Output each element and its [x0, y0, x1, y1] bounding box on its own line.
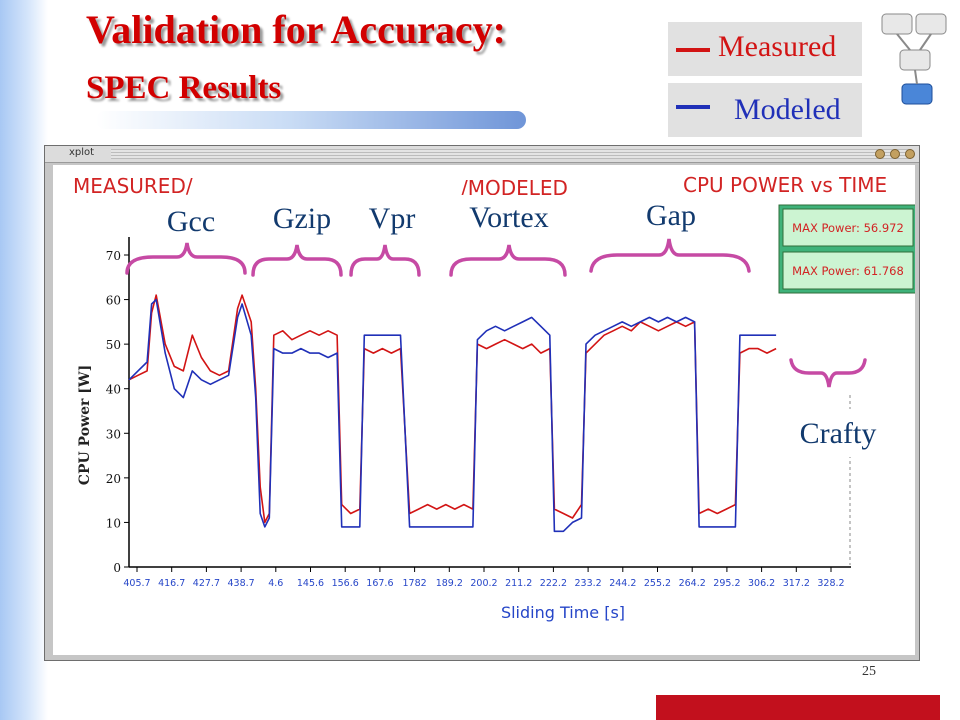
max-power-modeled-box [782, 251, 914, 290]
y-tick-label: 70 [106, 249, 121, 263]
gap-label-box [627, 193, 715, 239]
xplot-window: xplot MEASURED/ /MODELED CPU POWER vs TI… [44, 145, 920, 661]
x-tick-label: 427.7 [193, 578, 220, 589]
modeled-line-swatch [676, 105, 710, 109]
x-tick-label: 438.7 [227, 578, 254, 589]
vpr-label-box [359, 195, 425, 239]
y-tick-label: 20 [106, 472, 121, 486]
gzip-label-box [259, 195, 345, 239]
benchmark-label-vortex: Vortex [469, 201, 548, 234]
measured-line-swatch [676, 48, 710, 52]
x-tick-label: 295.2 [713, 578, 740, 589]
slide-subtitle: SPEC Results [86, 70, 282, 106]
y-tick-label: 30 [106, 427, 121, 441]
maximize-icon[interactable] [890, 149, 900, 159]
legend-modeled: Modeled [668, 83, 862, 137]
x-tick-label: 416.7 [158, 578, 185, 589]
x-tick-label: 405.7 [123, 578, 150, 589]
x-tick-label: 306.2 [748, 578, 775, 589]
legend-measured-label: Measured [718, 30, 837, 63]
close-icon[interactable] [905, 149, 915, 159]
benchmark-label-crafty: Crafty [800, 417, 877, 450]
x-tick-label: 222.2 [540, 578, 567, 589]
y-axis-label: CPU Power [W] [77, 365, 93, 485]
title-underline-bar [96, 111, 526, 129]
flowchart-boxes-icon [881, 13, 947, 105]
x-tick-label: 255.2 [644, 578, 671, 589]
x-tick-label: 244.2 [609, 578, 636, 589]
brace-gzip [251, 244, 343, 277]
y-tick-label: 10 [106, 516, 121, 530]
benchmark-label-gzip: Gzip [273, 202, 331, 235]
series-line-modeled [128, 298, 777, 533]
legend-measured: Measured [668, 22, 862, 76]
brace-vortex [449, 244, 567, 277]
x-tick-label: 328.2 [817, 578, 844, 589]
brace-gap [589, 238, 751, 273]
x-tick-label: 317.2 [783, 578, 810, 589]
benchmark-label-vpr: Vpr [369, 202, 416, 235]
x-axis-label: Sliding Time [s] [501, 603, 625, 622]
brace-vpr [349, 244, 421, 277]
benchmark-braces [125, 238, 867, 388]
y-tick-label: 50 [106, 338, 121, 352]
x-tick-label: 1782 [403, 578, 427, 589]
page-number: 25 [862, 664, 876, 679]
x-tick-label: 264.2 [679, 578, 706, 589]
brace-crafty [789, 358, 867, 388]
power-chart: MEASURED/ /MODELED CPU POWER vs TIME 010… [73, 173, 918, 622]
y-tick-label: 60 [106, 294, 121, 308]
plot-area: MEASURED/ /MODELED CPU POWER vs TIME 0 10… [53, 165, 918, 655]
x-tick-label: 189.2 [436, 578, 463, 589]
x-tick-label: 167.6 [366, 578, 393, 589]
y-tick-label: 0 [113, 561, 121, 575]
x-tick-label: 145.6 [297, 578, 324, 589]
brace-gcc [125, 242, 247, 275]
x-tick-label: 200.2 [470, 578, 497, 589]
max-power-measured-box [782, 208, 914, 247]
window-title: xplot [69, 147, 95, 158]
gcc-label-box [152, 198, 230, 241]
x-tick-label: 4.6 [268, 578, 283, 589]
footer-red-block [656, 695, 940, 720]
window-titlebar: xplot [45, 146, 919, 163]
x-tick-label: 156.6 [332, 578, 359, 589]
titlebar-grip [111, 149, 911, 159]
minimize-icon[interactable] [875, 149, 885, 159]
series-line-measured [128, 294, 777, 524]
crafty-label-box [789, 409, 887, 457]
vortex-label-box [457, 195, 561, 239]
header-measured: MEASURED/ [73, 174, 193, 198]
y-tick-label: 40 [106, 383, 121, 397]
header-cpu-power: CPU POWER vs TIME [683, 173, 887, 197]
x-tick-label: 211.2 [505, 578, 532, 589]
left-gradient-band [0, 0, 48, 720]
max-power-measured: MAX Power: 56.972 [792, 221, 904, 235]
benchmark-label-gap: Gap [646, 199, 696, 232]
benchmark-label-gcc: Gcc [167, 205, 215, 238]
max-power-modeled: MAX Power: 61.768 [792, 264, 904, 278]
x-tick-label: 233.2 [574, 578, 601, 589]
slide-title: Validation for Accuracy: [86, 7, 506, 52]
legend-modeled-label: Modeled [734, 93, 841, 126]
